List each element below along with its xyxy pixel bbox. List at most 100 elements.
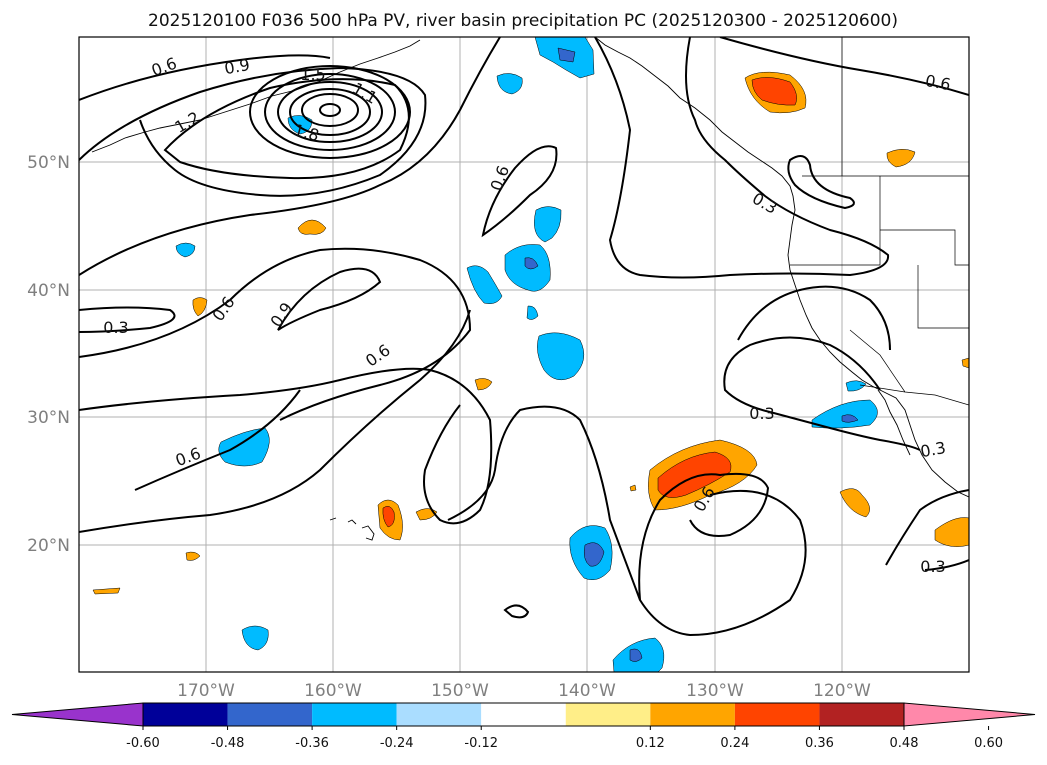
colorbar-tick-label: -0.36 <box>295 736 329 751</box>
colorbar-tick-label: 0.48 <box>890 736 919 751</box>
precip-patch-orange <box>886 149 916 168</box>
colorbar-segment <box>819 703 904 726</box>
pv-contour <box>924 559 969 571</box>
precip-patch-blue <box>241 625 269 651</box>
colorbar-segment <box>143 703 228 726</box>
na-coast <box>594 37 969 498</box>
contour-label: 0.3 <box>919 438 947 461</box>
colorbar-segment <box>396 703 482 726</box>
precip-patch-blue <box>537 332 585 381</box>
contour-labels: 0.6 0.9 1.5 1.2 1.8 1.1 0.6 0.6 0.3 0.6 … <box>103 54 952 576</box>
colorbar-tick-label: -0.48 <box>211 736 245 751</box>
lat-label-30n: 30°N <box>27 408 70 428</box>
pv-contour <box>719 37 969 96</box>
colorbar-extend-max <box>903 702 1036 727</box>
colorbar-outline <box>142 702 905 727</box>
precip-core-blue <box>629 648 643 662</box>
borders <box>790 37 969 406</box>
precip-patch-blue <box>175 242 196 258</box>
precip-patch-blue <box>218 427 270 467</box>
pv-contour <box>301 93 359 127</box>
lon-label-130w: 130°W <box>686 681 744 701</box>
precip-patch-orange <box>629 484 637 492</box>
lon-label-140w: 140°W <box>558 681 616 701</box>
border-state-1 <box>790 176 881 266</box>
colorbar-tick-label: -0.12 <box>464 736 498 751</box>
border-state-4 <box>849 329 906 393</box>
colorbar-segment <box>312 703 397 726</box>
colorbar-tick-label: 0.36 <box>805 736 834 751</box>
precip-core-blue <box>524 257 539 270</box>
map-panel: 0.6 0.9 1.5 1.2 1.8 1.1 0.6 0.6 0.3 0.6 … <box>78 36 970 673</box>
pv-contour <box>79 37 501 276</box>
precip-core-red <box>751 77 797 106</box>
pv-contour <box>79 306 176 333</box>
colorbar-tick-label: -0.24 <box>380 736 414 751</box>
contour-label: 0.6 <box>924 71 952 94</box>
baja-coast <box>877 389 911 456</box>
pv-contour <box>249 65 411 159</box>
pv-contour <box>638 472 770 601</box>
contour-label: 0.3 <box>920 557 945 576</box>
pv-contour <box>319 103 341 117</box>
pv-contour <box>277 81 383 143</box>
map-background <box>79 37 969 672</box>
lat-label-20n: 20°N <box>27 536 70 556</box>
figure-title: 2025120100 F036 500 hPa PV, river basin … <box>148 11 898 31</box>
colorbar: -0.60 -0.48 -0.36 -0.24 -0.12 0.12 0.24 0.36 0.4… <box>11 702 1036 751</box>
precip-core-red <box>382 505 395 528</box>
pv-contour <box>134 389 301 491</box>
lat-axis: 50°N 40°N 30°N 20°N <box>27 153 70 556</box>
colorbar-segment <box>650 703 735 726</box>
colorbar-tick-label: 0.60 <box>974 736 1003 751</box>
precip-patch-orange <box>839 488 870 518</box>
lon-axis: 170°W 160°W 150°W 140°W 130°W 120°W <box>177 681 871 701</box>
map-frame <box>78 36 970 673</box>
lon-label-170w: 170°W <box>177 681 235 701</box>
pv-contour <box>723 336 881 413</box>
pv-contour <box>481 145 558 238</box>
precip-patch-orange <box>961 357 969 369</box>
contour-label: 0.3 <box>103 318 128 337</box>
colorbar-tick-label: 0.24 <box>720 736 749 751</box>
pv-contour <box>885 489 969 566</box>
border-state-2 <box>880 229 969 266</box>
precip-patch-blue <box>496 73 523 95</box>
aleutian-coast <box>91 39 421 153</box>
pv-contour <box>79 66 427 197</box>
lon-label-160w: 160°W <box>304 681 362 701</box>
pv-contour <box>79 54 331 101</box>
pv-contour <box>163 78 410 180</box>
pv-contour <box>79 367 493 525</box>
lon-label-150w: 150°W <box>431 681 489 701</box>
precip-patch-blue <box>526 305 539 320</box>
pv-contour <box>289 88 371 136</box>
border-us-mexico <box>859 384 969 406</box>
precip-core-blue <box>557 47 576 63</box>
precip-core-blue <box>841 414 859 423</box>
colorbar-tick-label: -0.60 <box>126 736 160 751</box>
pv-contour <box>447 405 807 637</box>
pv-contours <box>79 37 969 637</box>
precip-patch-blue <box>534 206 562 243</box>
pv-contour <box>769 411 921 451</box>
colorbar-segment <box>565 703 651 726</box>
precip-patch-orange <box>192 297 208 317</box>
pv-contour <box>787 155 855 210</box>
lat-label-40n: 40°N <box>27 281 70 301</box>
colorbar-segment <box>481 703 566 726</box>
pv-contour <box>79 309 471 533</box>
pv-contour <box>594 37 890 279</box>
pv-contour <box>277 267 382 331</box>
precip-patch-orange <box>185 551 201 561</box>
pv-contour <box>737 285 891 351</box>
lon-label-120w: 120°W <box>813 681 871 701</box>
precip-patch-blue <box>845 380 867 392</box>
lat-label-50n: 50°N <box>27 153 70 173</box>
colorbar-segment <box>734 703 820 726</box>
precip-patch-orange <box>934 517 969 547</box>
hawaii-islands <box>329 517 375 541</box>
colorbar-extend-min <box>11 702 144 727</box>
precip-patch-blue <box>811 399 878 429</box>
border-state-3 <box>917 265 969 329</box>
